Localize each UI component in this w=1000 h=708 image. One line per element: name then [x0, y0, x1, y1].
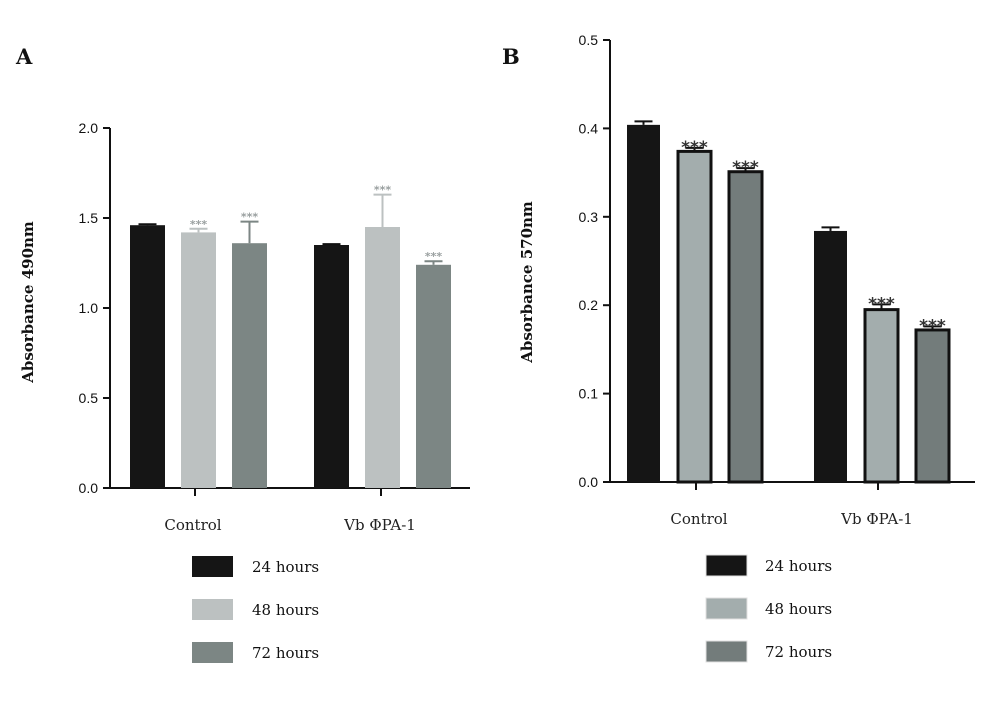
significance-label-b: *** [919, 316, 946, 336]
chart-marks-a: 0.0 0.5 1.0 1.5 2.0 Control Vb ΦPA-1 *** *** *** *… [79, 120, 470, 663]
legend-swatch-a [192, 556, 233, 577]
significance-label-a: *** [425, 250, 443, 263]
category-label-a: Control [164, 516, 221, 534]
bar-a [416, 264, 451, 488]
significance-label-a: *** [374, 184, 392, 197]
y-tick-label-b: 0.0 [579, 474, 599, 490]
bar-a [314, 245, 349, 488]
legend-label-a: 24 hours [252, 558, 319, 576]
significance-label-b: *** [732, 158, 759, 178]
y-tick-label-b: 0.5 [579, 32, 599, 48]
significance-label-b: *** [681, 138, 708, 158]
y-tick-label-a: 1.5 [79, 210, 99, 226]
category-label-b: Control [670, 510, 727, 528]
chart-marks-b: 0.0 0.1 0.2 0.3 0.4 0.5 Control Vb ΦPA-1 *** *** *… [579, 32, 975, 663]
legend-swatch-a [192, 599, 233, 620]
bar-b [727, 170, 764, 484]
significance-label-a: *** [190, 218, 208, 231]
category-label-a: Vb ΦPA-1 [343, 516, 416, 534]
legend-swatch-b [705, 554, 748, 577]
bar-a [181, 232, 216, 488]
bar-b [914, 328, 951, 484]
y-axis-title-a: Absorbance 490nm [19, 221, 37, 384]
y-tick-label-b: 0.4 [579, 120, 599, 136]
bar-b [863, 308, 900, 484]
chart-panel-a: A Absorbance 490nm 0.0 0.5 1.0 1.5 2.0 Contro… [15, 44, 470, 663]
legend-label-b: 48 hours [765, 600, 832, 618]
y-tick-label-a: 0.0 [79, 480, 99, 496]
chart-panel-b: B Absorbance 570nm 0.0 0.1 0.2 0.3 0.4 0.5 Con… [502, 32, 975, 663]
panel-label-b: B [502, 44, 520, 69]
legend-label-a: 72 hours [252, 644, 319, 662]
significance-label-b: *** [868, 294, 895, 314]
bar-b [814, 230, 847, 482]
category-label-b: Vb ΦPA-1 [840, 510, 913, 528]
bar-a [365, 227, 400, 488]
legend-label-b: 24 hours [765, 557, 832, 575]
panel-label-a: A [15, 44, 33, 69]
y-axis-title-b: Absorbance 570nm [518, 201, 536, 364]
y-tick-label-b: 0.3 [579, 209, 599, 225]
y-tick-label-b: 0.2 [579, 297, 599, 313]
legend-swatch-a [192, 642, 233, 663]
bar-b [676, 149, 713, 484]
legend-label-b: 72 hours [765, 643, 832, 661]
significance-label-a: *** [241, 211, 259, 224]
y-tick-label-a: 0.5 [79, 390, 99, 406]
y-tick-label-b: 0.1 [579, 386, 599, 402]
y-tick-label-a: 1.0 [79, 300, 99, 316]
bar-b [627, 124, 660, 482]
y-tick-label-a: 2.0 [79, 120, 99, 136]
legend-swatch-b [705, 640, 748, 663]
bar-a [130, 225, 165, 488]
legend-swatch-b [705, 597, 748, 620]
bar-a [232, 243, 267, 488]
legend-label-a: 48 hours [252, 601, 319, 619]
